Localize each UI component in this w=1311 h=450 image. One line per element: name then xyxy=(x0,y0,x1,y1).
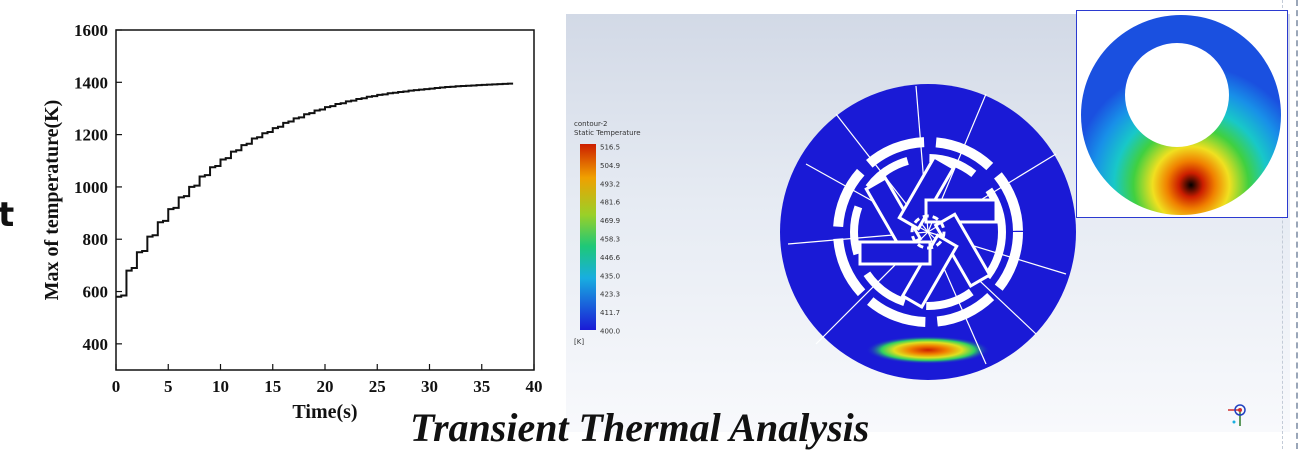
legend-level-label: 400.0 xyxy=(600,328,620,336)
partial-slide-letter: t xyxy=(0,195,15,235)
legend-level-label: 423.3 xyxy=(600,291,620,299)
series-line xyxy=(116,82,514,298)
temperature-chart: 0 5 10 15 20 25 30 35 40 400 600 800 1000 1200 1400 16… xyxy=(41,21,543,423)
x-tick-label: 10 xyxy=(212,377,229,396)
legend-level-label: 469.9 xyxy=(600,217,620,225)
legend-level-label: 458.3 xyxy=(600,236,620,244)
brake-disc xyxy=(780,84,1076,380)
inset-ring xyxy=(1081,15,1281,215)
x-axis-ticks: 0 5 10 15 20 25 30 35 40 xyxy=(112,364,543,396)
legend-level-label: 516.5 xyxy=(600,144,620,152)
legend-unit: [K] xyxy=(574,338,584,346)
x-tick-label: 20 xyxy=(317,377,334,396)
x-tick-label: 5 xyxy=(164,377,173,396)
y-tick-label: 600 xyxy=(83,283,109,302)
legend-colorbar xyxy=(580,144,596,330)
legend-level-label: 481.6 xyxy=(600,199,621,207)
y-tick-label: 1600 xyxy=(74,21,108,40)
y-tick-label: 400 xyxy=(83,335,109,354)
x-tick-label: 25 xyxy=(369,377,386,396)
y-axis-label: Max of temperature(K) xyxy=(41,100,63,301)
legend-labels: 516.5 504.9 493.2 481.6 469.9 458.3 446.6 435.0… xyxy=(600,144,621,336)
x-tick-label: 35 xyxy=(473,377,490,396)
legend-level-label: 446.6 xyxy=(600,254,621,262)
axes-triad-icon xyxy=(1228,404,1246,426)
x-tick-label: 0 xyxy=(112,377,121,396)
y-tick-label: 800 xyxy=(83,230,109,249)
x-tick-label: 15 xyxy=(264,377,281,396)
legend-level-label: 435.0 xyxy=(600,272,620,280)
legend-level-label: 504.9 xyxy=(600,162,620,170)
x-axis-label: Time(s) xyxy=(292,401,357,423)
y-tick-label: 1200 xyxy=(74,126,108,145)
inset-contour-view xyxy=(1076,10,1288,218)
x-tick-label: 30 xyxy=(421,377,438,396)
y-tick-label: 1400 xyxy=(74,73,108,92)
legend-level-label: 411.7 xyxy=(600,309,620,317)
x-tick-label: 40 xyxy=(526,377,543,396)
slide-caption: Transient Thermal Analysis xyxy=(410,405,870,450)
slide-guide-line xyxy=(1282,0,1283,449)
y-tick-label: 1000 xyxy=(74,178,108,197)
legend-title: contour-2 xyxy=(574,120,607,128)
slide-border xyxy=(1296,0,1298,449)
legend-level-label: 493.2 xyxy=(600,180,620,188)
legend-subtitle: Static Temperature xyxy=(574,129,641,137)
y-axis-ticks: 400 600 800 1000 1200 1400 1600 xyxy=(74,21,122,354)
